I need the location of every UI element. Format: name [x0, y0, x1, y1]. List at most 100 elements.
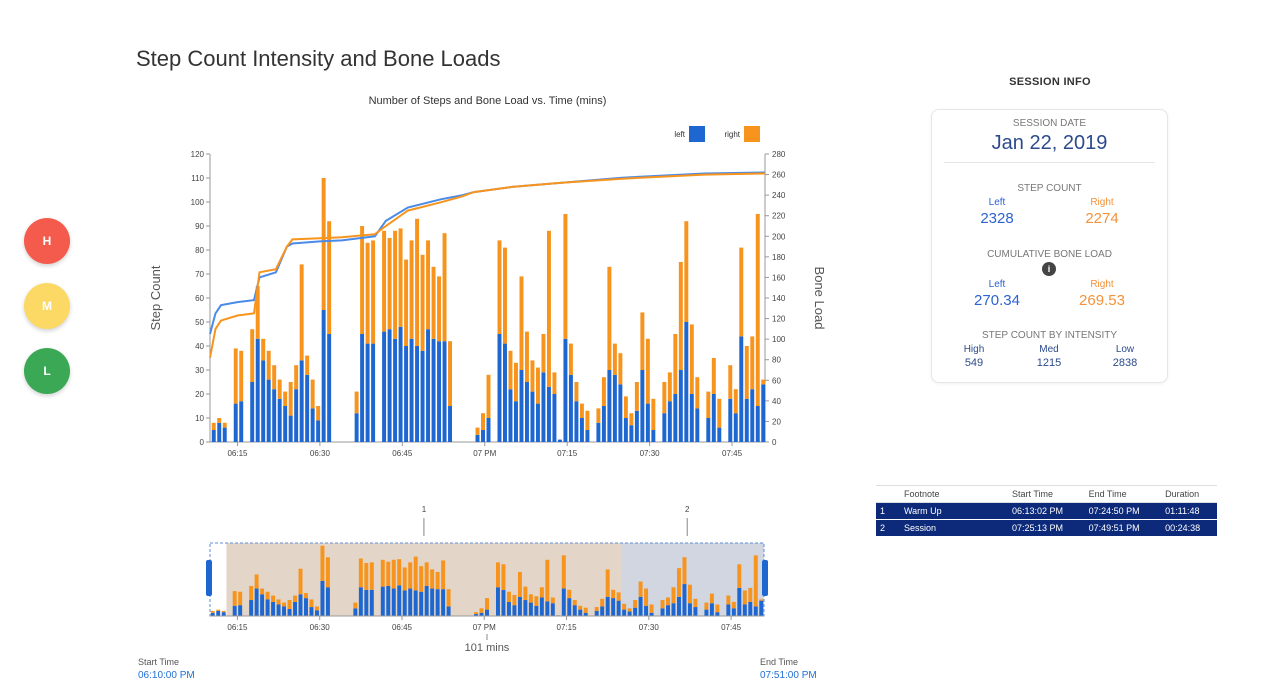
bar-right: [552, 372, 557, 394]
table-row[interactable]: 1 Warm Up 06:13:02 PM 07:24:50 PM 01:11:…: [876, 502, 1217, 520]
bar-right: [612, 343, 617, 375]
bar-right: [305, 355, 310, 375]
bar-right: [530, 360, 535, 392]
bar-left: [310, 408, 315, 442]
y2-tick-label: 280: [772, 150, 786, 159]
bar-right: [261, 338, 266, 361]
intensity-high-label: High: [963, 344, 985, 355]
nav-bar-right: [495, 562, 500, 588]
bar-left: [744, 398, 749, 442]
nav-bar-left: [479, 612, 484, 616]
step-right-label: Right: [1090, 197, 1114, 208]
nav-bar-left: [748, 601, 753, 616]
bar-left: [739, 336, 744, 442]
range-handle-right[interactable]: [762, 560, 768, 596]
nav-bar-right: [271, 595, 276, 602]
bar-left: [530, 391, 535, 442]
step-bone-load-chart: Number of Steps and Bone Load vs. Time (…: [148, 95, 827, 458]
nav-bar-left: [265, 599, 270, 616]
bar-right: [371, 240, 376, 344]
bar-left: [524, 382, 529, 442]
y2-axis-title: Bone Load: [812, 267, 827, 330]
row-end-time: 07:49:51 PM: [1084, 519, 1162, 537]
bar-left: [426, 329, 431, 442]
nav-bar-left: [353, 608, 358, 616]
nav-bar-right: [369, 562, 374, 590]
bar-left: [585, 430, 590, 442]
bar-right: [585, 410, 590, 430]
y-tick-label: 50: [195, 318, 204, 327]
bar-right: [717, 398, 722, 428]
high-intensity-button[interactable]: H: [24, 218, 70, 264]
y2-tick-label: 160: [772, 273, 786, 282]
nav-bar-right: [677, 568, 681, 597]
nav-bar-left: [419, 591, 424, 616]
y2-tick-label: 220: [772, 212, 786, 221]
nav-bar-right: [413, 556, 418, 591]
bar-left: [640, 370, 645, 442]
nav-bar-left: [567, 598, 572, 616]
medium-intensity-button[interactable]: M: [24, 283, 70, 329]
nav-bar-right: [704, 602, 709, 610]
bar-right: [640, 312, 645, 370]
bar-left: [541, 372, 546, 442]
step-right-value: 2274: [1085, 210, 1119, 227]
col-duration-header: Duration: [1161, 485, 1217, 503]
bar-right: [217, 418, 222, 423]
nav-bar-right: [260, 588, 265, 595]
info-icon[interactable]: i: [1042, 262, 1056, 276]
bone-load-line-right: [209, 172, 766, 358]
bar-left: [684, 322, 689, 442]
table-row[interactable]: 2 Session 07:25:13 PM 07:49:51 PM 00:24:…: [876, 519, 1217, 537]
nav-bar-left: [298, 594, 303, 616]
nav-bar-right: [594, 607, 599, 611]
nav-bar-left: [660, 608, 665, 616]
nav-bar-left: [616, 600, 621, 616]
bar-left: [503, 343, 507, 442]
bar-right: [316, 406, 321, 421]
nav-bar-right: [419, 566, 424, 592]
nav-bar-left: [594, 610, 599, 616]
y-tick-label: 20: [195, 390, 204, 399]
bar-left: [233, 403, 238, 442]
legend-left-label: left: [674, 130, 685, 139]
nav-bar-left: [271, 601, 276, 616]
bar-right: [442, 233, 447, 342]
bar-left: [667, 401, 672, 442]
bar-right: [645, 338, 650, 404]
nav-bar-right: [638, 581, 643, 597]
bar-right: [684, 221, 689, 322]
bar-left: [645, 403, 650, 442]
nav-bar-right: [276, 599, 281, 605]
x-tick-label: 07:45: [722, 449, 743, 458]
chart-title: Number of Steps and Bone Load vs. Time (…: [369, 95, 607, 107]
bar-left: [574, 401, 579, 442]
time-range-navigator[interactable]: 1 2 06:15 06:30 06:45 07 PM 07:15 07:30 07:45 101…: [140, 500, 780, 662]
range-handle-left[interactable]: [206, 560, 212, 596]
bar-right: [761, 379, 766, 385]
bar-right: [272, 365, 277, 390]
bar-left: [475, 434, 480, 442]
bar-right: [623, 396, 628, 418]
bar-right: [596, 408, 601, 423]
bar-left: [596, 422, 601, 442]
bar-right: [601, 377, 606, 406]
bar-right: [618, 353, 623, 385]
y-tick-label: 80: [195, 246, 204, 255]
bone-right-label: Right: [1090, 279, 1114, 290]
bar-left: [371, 343, 376, 442]
col-number-header: [876, 485, 900, 503]
legend-left-swatch: [689, 126, 705, 142]
row-number: 1: [876, 502, 900, 520]
nav-bar-left: [309, 607, 314, 616]
nav-bar-left: [539, 597, 544, 616]
low-intensity-button[interactable]: L: [24, 348, 70, 394]
y-tick-label: 110: [191, 174, 204, 183]
nav-x-tick-label: 07:30: [639, 623, 660, 632]
nav-bar-right: [731, 601, 736, 609]
start-time-label: Start Time: [138, 657, 180, 667]
bar-right: [387, 238, 392, 330]
nav-bar-right: [358, 558, 363, 588]
nav-bar-left: [759, 600, 764, 616]
col-footnote-header: Footnote: [900, 485, 1008, 503]
